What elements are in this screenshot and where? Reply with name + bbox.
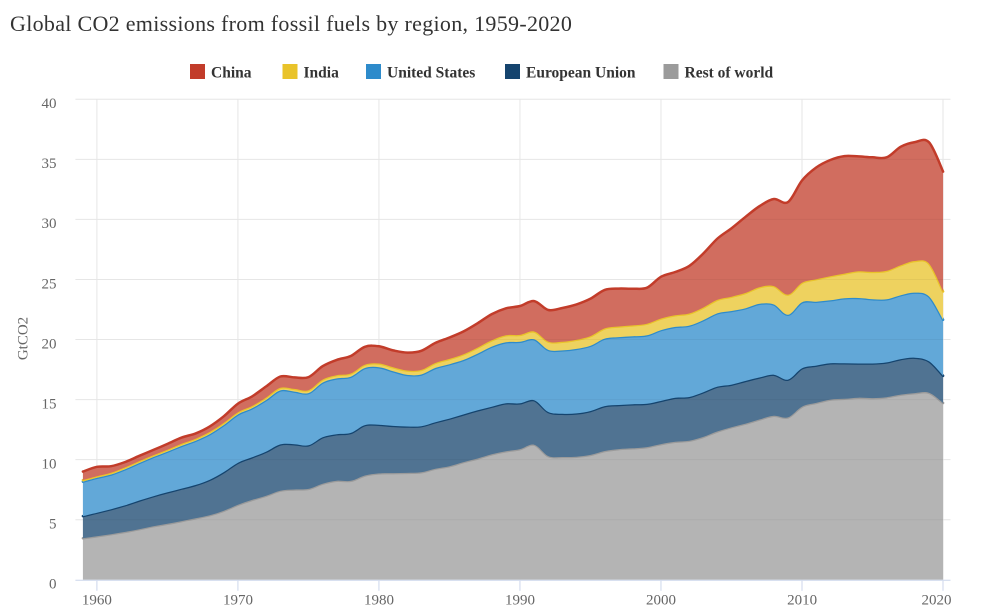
svg-text:2020: 2020 (922, 592, 952, 608)
svg-text:Rest of world: Rest of world (685, 65, 774, 82)
svg-text:2010: 2010 (787, 592, 817, 608)
svg-text:25: 25 (42, 276, 57, 292)
svg-text:0: 0 (49, 577, 57, 593)
svg-text:India: India (304, 65, 340, 82)
svg-text:20: 20 (42, 336, 57, 352)
svg-text:35: 35 (42, 156, 57, 172)
svg-text:China: China (211, 65, 252, 82)
svg-text:Global CO2 emissions from foss: Global CO2 emissions from fossil fuels b… (10, 11, 572, 36)
svg-text:30: 30 (42, 216, 57, 232)
svg-text:5: 5 (49, 517, 57, 533)
svg-text:15: 15 (42, 396, 57, 412)
svg-text:40: 40 (42, 96, 57, 112)
svg-text:GtCO2: GtCO2 (16, 317, 32, 360)
svg-text:1960: 1960 (82, 592, 112, 608)
svg-text:United States: United States (387, 65, 475, 82)
svg-text:1990: 1990 (505, 592, 535, 608)
svg-text:European Union: European Union (526, 65, 636, 82)
svg-text:1980: 1980 (364, 592, 394, 608)
svg-text:1970: 1970 (223, 592, 253, 608)
svg-text:10: 10 (42, 457, 57, 473)
svg-text:2000: 2000 (646, 592, 676, 608)
